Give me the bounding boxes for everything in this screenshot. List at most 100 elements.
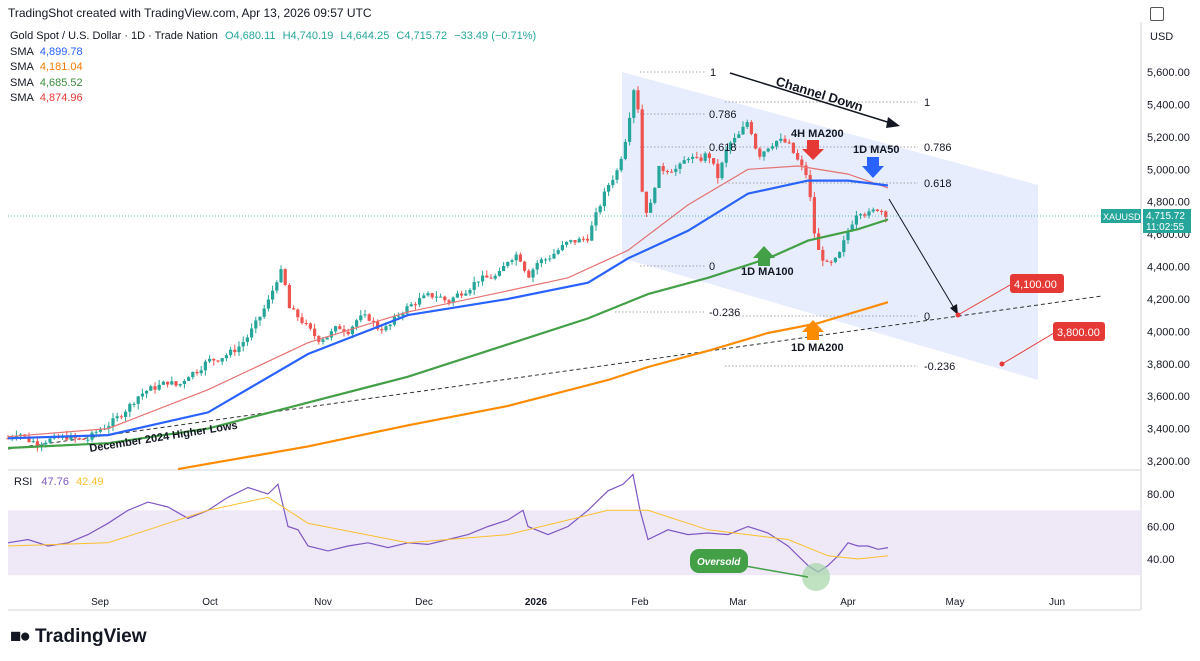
candle-body [821,249,825,261]
candle-body [451,297,455,303]
candle-body [544,259,548,261]
candle-body [481,275,485,282]
candle-body [762,151,766,157]
last-price-badge[interactable] [1143,209,1191,233]
tradingview-logo[interactable]: ■● TradingView [10,626,147,648]
candle-body [800,159,804,166]
candle-body [27,436,31,442]
channel-arrow-head [886,117,900,128]
higher-lows-label: December 2024 Higher Lows [89,420,239,455]
candle-body [829,261,833,263]
candle-body [535,263,539,270]
candle-body [124,411,128,418]
candle-body [712,158,716,164]
time-axis[interactable]: Sep Oct Nov Dec 2026 Feb Mar Apr May Jun [91,597,1065,608]
candle-body [833,257,837,263]
price-tick-label: 5,000.00 [1147,164,1190,176]
candle-body [838,252,842,258]
price-tick-label: 5,400.00 [1147,99,1190,111]
rsi-lines [7,473,889,573]
candle-body [733,137,737,143]
candle-body [329,331,333,338]
ohlc-low: L4,644.25 [340,30,390,42]
sma-row-4[interactable]: SMA 4,874.96 [10,91,540,107]
price-tick-label: 3,600.00 [1147,391,1190,403]
candle-body [863,214,867,216]
candle-body [569,240,573,242]
candle-body [145,390,149,394]
sma-row-1[interactable]: SMA 4,899.78 [10,45,540,61]
settings-icon[interactable] [1150,7,1164,21]
sma-label: SMA [10,61,34,74]
brand-name: TradingView [34,626,147,647]
candle-body [556,250,560,254]
candle-body [287,284,291,309]
candle-body [510,260,514,262]
target-badge-4100[interactable] [1010,274,1064,293]
candle-body [308,323,312,329]
candle-body [371,320,375,322]
candle-body [586,238,590,241]
candle-body [720,162,724,179]
candle-body [418,298,422,305]
candle-body [657,166,661,188]
candle-body [422,295,426,299]
candle-body [665,171,669,173]
rsi-value: 47.76 [41,476,69,488]
rsi-line [7,473,889,573]
currency-label[interactable]: USD [1150,31,1174,43]
target-point [999,361,1005,367]
price-tick-label: 3,200.00 [1147,456,1190,468]
sma-row-2[interactable]: SMA 4,181.04 [10,60,540,76]
candle-body [472,282,476,290]
candle-body [313,328,317,337]
candle-body [153,386,157,390]
ma-label-1d50: 1D MA50 [853,144,899,156]
candle-body [199,370,203,374]
price-axis[interactable]: 5,600.00 5,400.00 5,200.00 5,000.00 4,800.00… [1147,67,1190,468]
chart-legend: Gold Spot / U.S. Dollar · 1D · Trade Nat… [10,29,540,107]
oversold-pointer [744,565,809,578]
ohlc-close: C4,715.72 [396,30,448,42]
sma-value: 4,899.78 [39,45,83,58]
target-badge-label: 4,100.00 [1014,279,1057,291]
symbol-row[interactable]: Gold Spot / U.S. Dollar · 1D · Trade Nat… [10,29,540,45]
candle-body [817,233,821,250]
candle-body [850,224,854,232]
candle-body [812,197,816,234]
candle-body [464,293,468,296]
candle-body [220,358,224,362]
candle-body [699,157,703,161]
candle-body [111,418,115,427]
candle-body [460,293,464,296]
symbol-badge[interactable] [1101,209,1141,223]
time-tick-label: Nov [314,597,332,608]
candle-body [590,225,594,241]
time-tick-label: Mar [729,597,747,608]
candle-body [136,396,140,404]
candle-body [166,381,170,385]
symbol-title: Gold Spot / U.S. Dollar · 1D · Trade Nat… [10,30,218,42]
fib-right-label: 0.618 [924,178,952,190]
candle-body [157,384,161,390]
candle-body [754,133,758,149]
candle-body [741,126,745,135]
candle-body [661,166,665,172]
symbol-badge-label: XAUUSD [1103,212,1141,222]
candle-body [527,270,531,278]
fib-left-label: -0.236 [709,307,740,319]
candle-body [611,179,615,186]
candle-body [502,265,506,272]
target-badge-3800[interactable] [1053,322,1105,341]
candle-body [867,211,871,216]
candle-body [619,158,623,171]
candle-body [485,275,489,278]
rsi-legend[interactable]: RSI 47.76 42.49 [14,476,104,488]
candle-body [178,384,182,386]
time-tick-label: Apr [840,597,856,608]
ohlc-high: H4,740.19 [282,30,334,42]
candle-body [304,323,308,325]
candle-body [170,381,174,385]
sma-row-3[interactable]: SMA 4,685.52 [10,76,540,92]
